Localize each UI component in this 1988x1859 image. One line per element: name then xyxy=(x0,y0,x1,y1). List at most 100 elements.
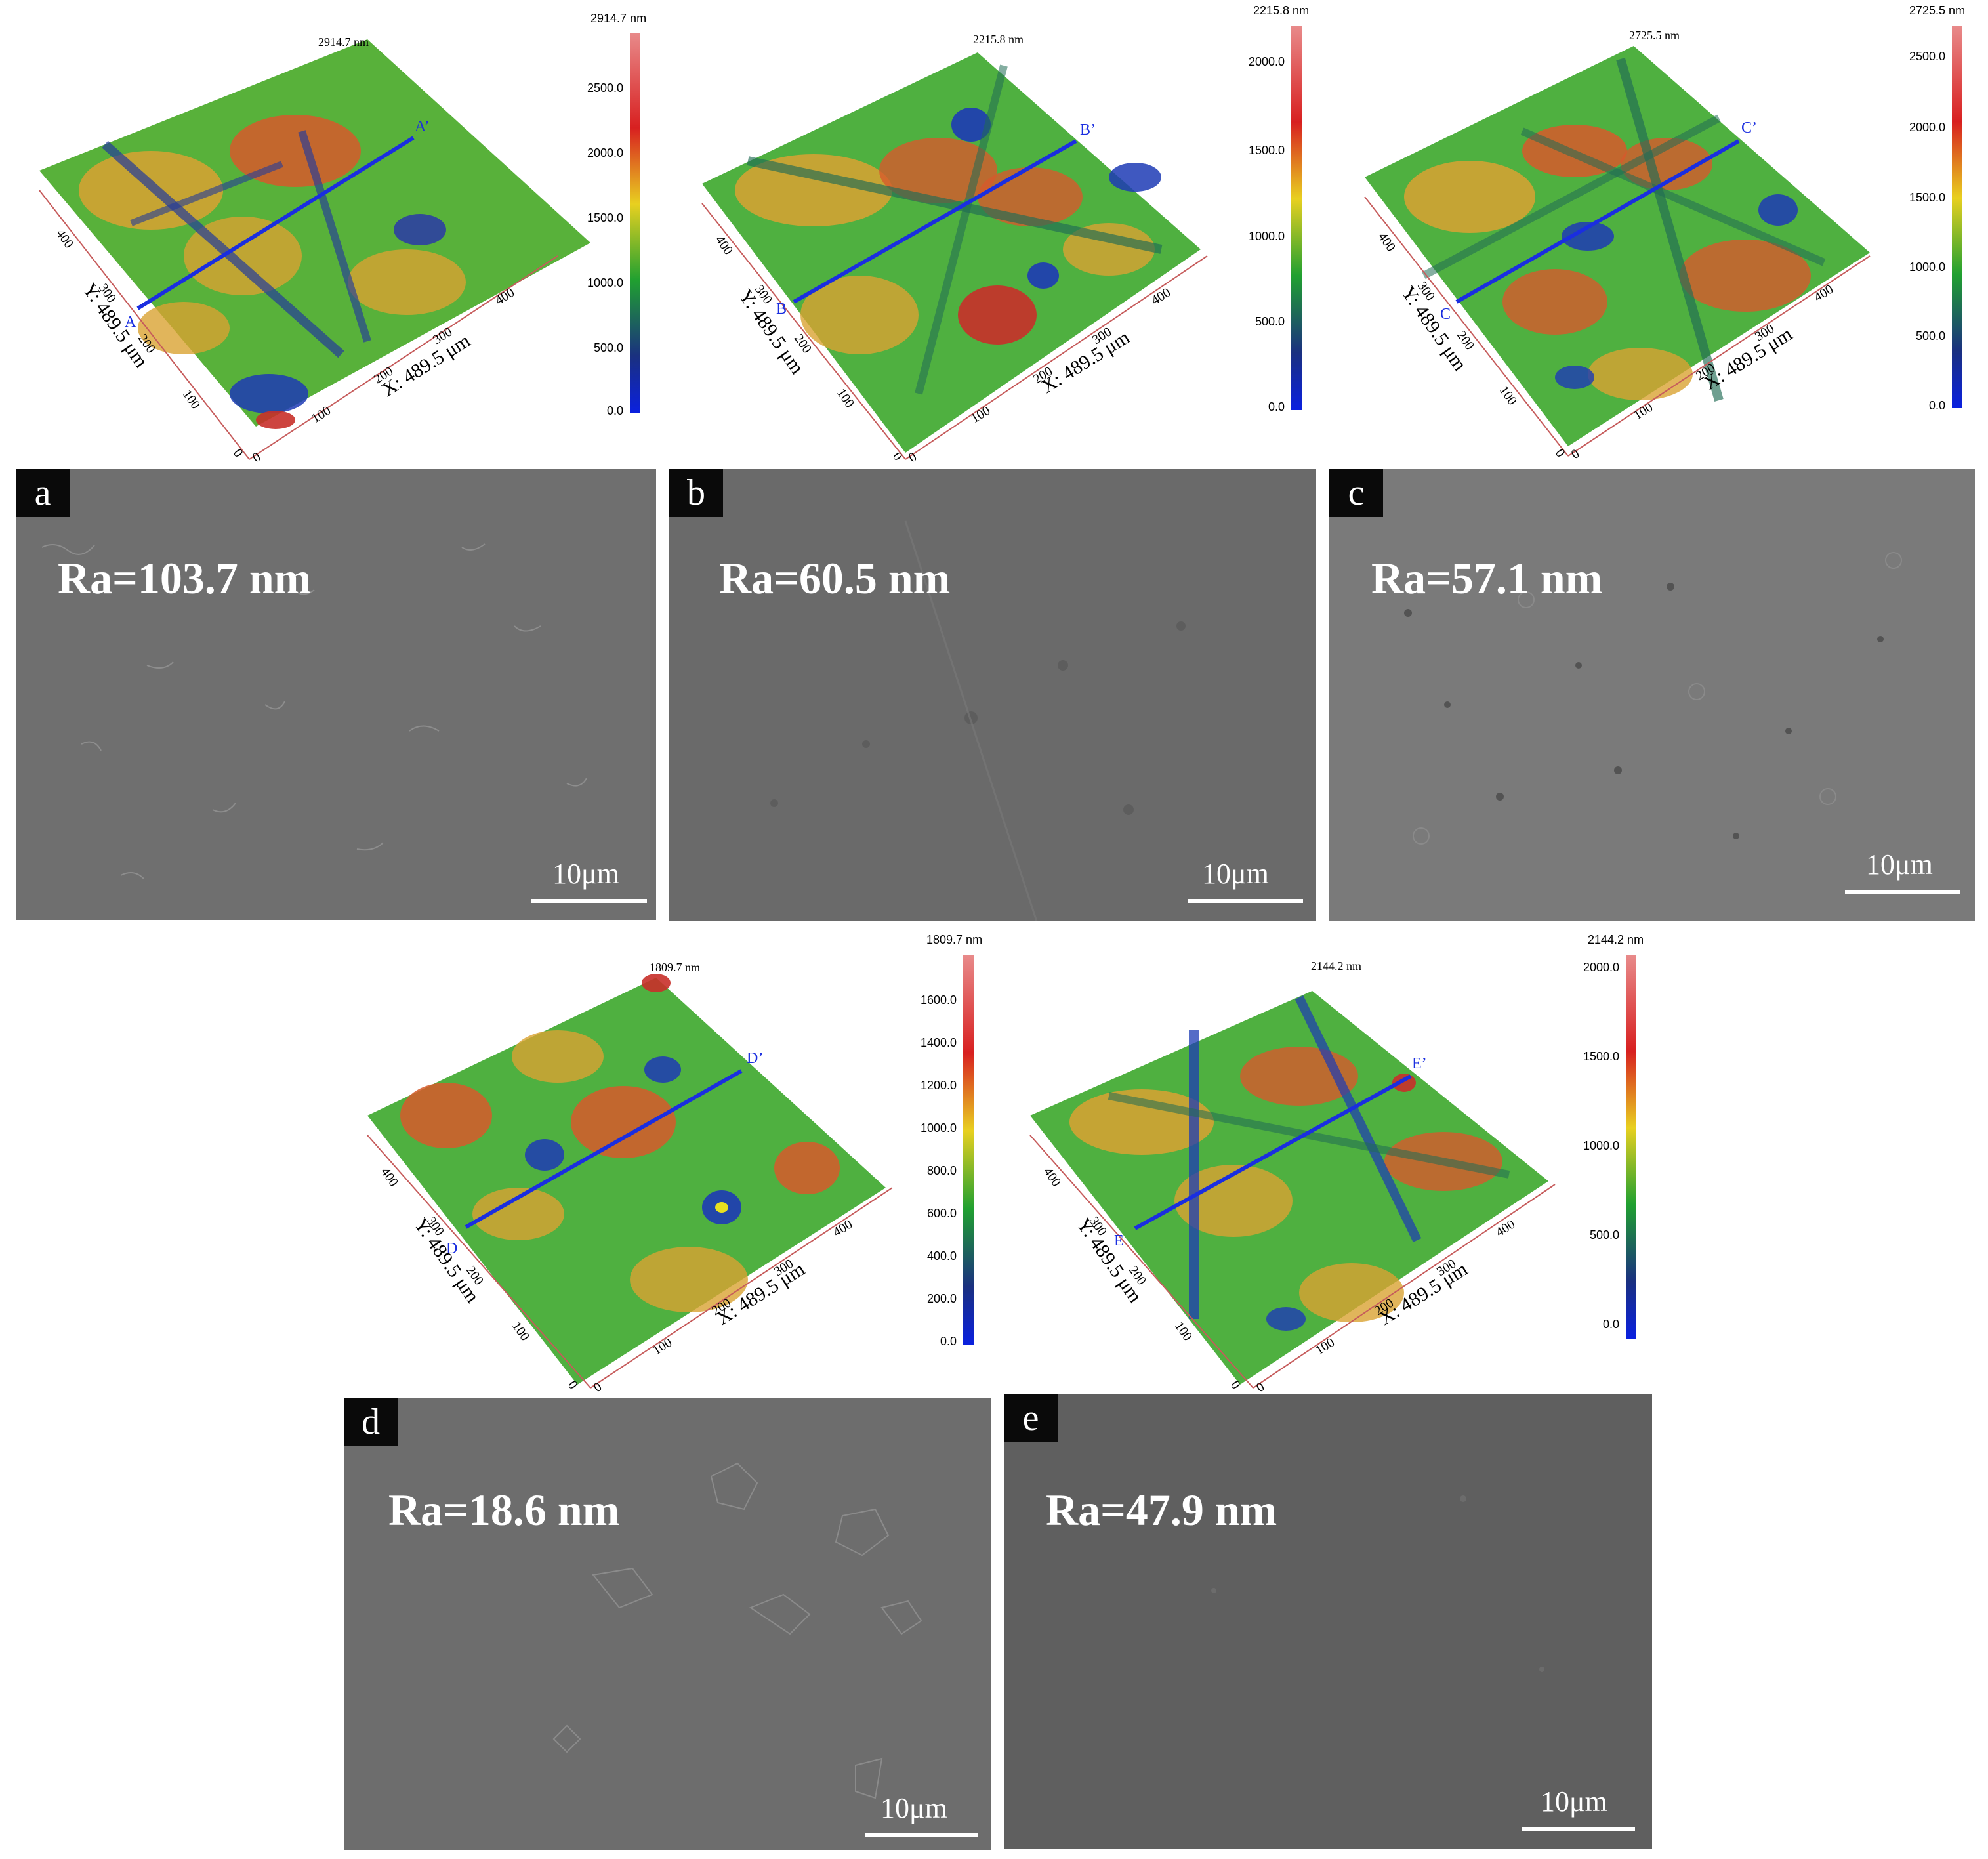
sem-texture-a xyxy=(41,543,587,879)
cbar-tick-a-2: 1500.0 xyxy=(587,211,623,224)
colorbar-title-e: 2144.2 nm xyxy=(1588,933,1644,946)
profile-line-e xyxy=(1134,1074,1412,1230)
max-label-e: 2144.2 nm xyxy=(1311,959,1361,972)
topo-svg-b: B B’ 2215.8 nm Y: 489.5 μm X: 489.5 μm 4… xyxy=(701,4,1309,465)
colorbar-d: 1809.7 nm 1600.0 1400.0 1200.0 1000.0 80… xyxy=(921,933,982,1348)
panel-label-c: c xyxy=(1329,469,1383,517)
x-tick-0-e: 0 xyxy=(1254,1379,1267,1395)
cbar-tick-a-4: 500.0 xyxy=(594,341,623,354)
cbar-tick-e-2: 1000.0 xyxy=(1583,1139,1619,1152)
colorbar-title-b: 2215.8 nm xyxy=(1253,4,1309,17)
cbar-tick-a-1: 2000.0 xyxy=(587,146,623,159)
y-tick-100-d: 100 xyxy=(509,1319,532,1343)
axis-frame-e xyxy=(1029,1135,1556,1389)
x-tick-100-e: 100 xyxy=(1313,1335,1337,1358)
cbar-tick-d-4: 800.0 xyxy=(927,1164,957,1177)
scale-label-e: 10μm xyxy=(1541,1786,1607,1818)
ra-value-e: Ra=47.9 nm xyxy=(1046,1485,1277,1535)
cbar-tick-a-5: 0.0 xyxy=(607,404,623,417)
surface-b xyxy=(702,52,1201,453)
cbar-tick-b-1: 1500.0 xyxy=(1249,144,1285,157)
colorbar-title-c: 2725.5 nm xyxy=(1909,4,1965,17)
line-start-label-c: C xyxy=(1440,306,1451,323)
line-start-label-a: A xyxy=(125,314,136,331)
cbar-tick-e-0: 2000.0 xyxy=(1583,961,1619,974)
colorbar-e: 2144.2 nm 2000.0 1500.0 1000.0 500.0 0.0 xyxy=(1583,933,1644,1339)
cbar-tick-e-1: 1500.0 xyxy=(1583,1050,1619,1063)
colorbar-title-a: 2914.7 nm xyxy=(590,12,646,25)
cbar-tick-a-0: 2500.0 xyxy=(587,81,623,94)
ra-value-d: Ra=18.6 nm xyxy=(388,1485,620,1535)
cbar-tick-d-5: 600.0 xyxy=(927,1207,957,1220)
profile-line-d xyxy=(465,1069,743,1229)
topography-a: A A’ 2914.7 nm Y: 489.5 μm X: 489.5 μm 4… xyxy=(0,0,663,466)
panel-label-d: d xyxy=(344,1398,398,1446)
line-end-label-e: E’ xyxy=(1412,1055,1427,1072)
line-start-label-e: E xyxy=(1114,1232,1124,1249)
sem-image-c: c Ra=57.1 nm 10μm xyxy=(1329,469,1975,921)
line-start-label-b: B xyxy=(776,301,787,318)
scale-bar-c xyxy=(1845,890,1960,894)
surface-e xyxy=(1030,991,1548,1385)
cbar-tick-c-1: 2000.0 xyxy=(1909,121,1945,134)
cbar-tick-c-5: 0.0 xyxy=(1929,399,1945,412)
cbar-tick-b-2: 1000.0 xyxy=(1249,230,1285,243)
cbar-tick-d-8: 0.0 xyxy=(940,1335,957,1348)
cbar-tick-c-3: 1000.0 xyxy=(1909,261,1945,274)
axis-frame-b xyxy=(701,203,1208,460)
topography-e: E E’ 2144.2 nm Y: 489.5 μm X: 489.5 μm 4… xyxy=(1010,925,1667,1398)
x-tick-0-d: 0 xyxy=(591,1379,604,1395)
x-tick-400-b: 400 xyxy=(1149,285,1173,308)
scale-bar-a xyxy=(531,899,647,903)
max-label-d: 1809.7 nm xyxy=(650,961,700,974)
sem-image-d: d Ra=18.6 nm 10μm xyxy=(344,1398,991,1850)
y-tick-100-b: 100 xyxy=(834,386,857,410)
y-tick-0-c: 0 xyxy=(1552,446,1568,460)
topo-svg-d: D D’ 1809.7 nm Y: 489.5 μm X: 489.5 μm 4… xyxy=(367,933,982,1395)
surface-c xyxy=(1365,46,1870,446)
topography-c: C C’ 2725.5 nm Y: 489.5 μm X: 489.5 μm 4… xyxy=(1325,0,1988,466)
y-tick-400-b: 400 xyxy=(713,233,735,257)
axis-frame-d xyxy=(367,1135,893,1389)
profile-line-a xyxy=(136,136,415,310)
sem-image-a: a Ra=103.7 nm 10μm xyxy=(16,469,656,920)
cbar-tick-d-1: 1400.0 xyxy=(921,1036,957,1049)
scale-label-b: 10μm xyxy=(1202,858,1269,890)
y-tick-0-b: 0 xyxy=(890,449,905,463)
line-end-label-d: D’ xyxy=(747,1050,763,1067)
sem-texture-c xyxy=(1404,552,1902,845)
panel-label-e: e xyxy=(1004,1394,1058,1442)
cbar-tick-c-2: 1500.0 xyxy=(1909,191,1945,204)
surface-d xyxy=(367,974,886,1385)
colorbar-c: 2725.5 nm 2500.0 2000.0 1500.0 1000.0 50… xyxy=(1909,4,1965,412)
cbar-tick-e-3: 500.0 xyxy=(1590,1228,1619,1242)
y-tick-400-c: 400 xyxy=(1375,230,1398,254)
y-tick-400-a: 400 xyxy=(53,226,76,251)
line-start-label-d: D xyxy=(446,1240,457,1257)
topo-svg-a: A A’ 2914.7 nm Y: 489.5 μm X: 489.5 μm 4… xyxy=(39,12,646,465)
scale-label-c: 10μm xyxy=(1866,848,1933,881)
ra-value-a: Ra=103.7 nm xyxy=(58,553,312,603)
cbar-tick-d-7: 200.0 xyxy=(927,1292,957,1305)
cbar-tick-d-6: 400.0 xyxy=(927,1249,957,1263)
panel-label-a: a xyxy=(16,469,70,517)
cbar-tick-a-3: 1000.0 xyxy=(587,276,623,289)
cbar-tick-c-0: 2500.0 xyxy=(1909,50,1945,63)
x-tick-100-d: 100 xyxy=(650,1335,674,1358)
cbar-tick-c-4: 500.0 xyxy=(1916,329,1945,343)
max-label-c: 2725.5 nm xyxy=(1629,29,1680,42)
panel-label-b: b xyxy=(669,469,723,517)
scale-label-a: 10μm xyxy=(552,858,619,890)
sem-texture-b xyxy=(770,520,1186,921)
cbar-tick-d-0: 1600.0 xyxy=(921,993,957,1007)
y-tick-0-a: 0 xyxy=(230,446,246,460)
colorbar-b: 2215.8 nm 2000.0 1500.0 1000.0 500.0 0.0 xyxy=(1249,4,1309,413)
line-end-label-c: C’ xyxy=(1741,119,1757,136)
cbar-tick-d-2: 1200.0 xyxy=(921,1079,957,1092)
y-tick-0-e: 0 xyxy=(1228,1378,1243,1392)
ra-value-c: Ra=57.1 nm xyxy=(1371,553,1603,603)
sem-texture-d xyxy=(552,1462,922,1799)
y-tick-100-a: 100 xyxy=(180,387,203,411)
sem-image-e: e Ra=47.9 nm 10μm xyxy=(1004,1394,1652,1849)
x-tick-400-e: 400 xyxy=(1493,1217,1518,1240)
